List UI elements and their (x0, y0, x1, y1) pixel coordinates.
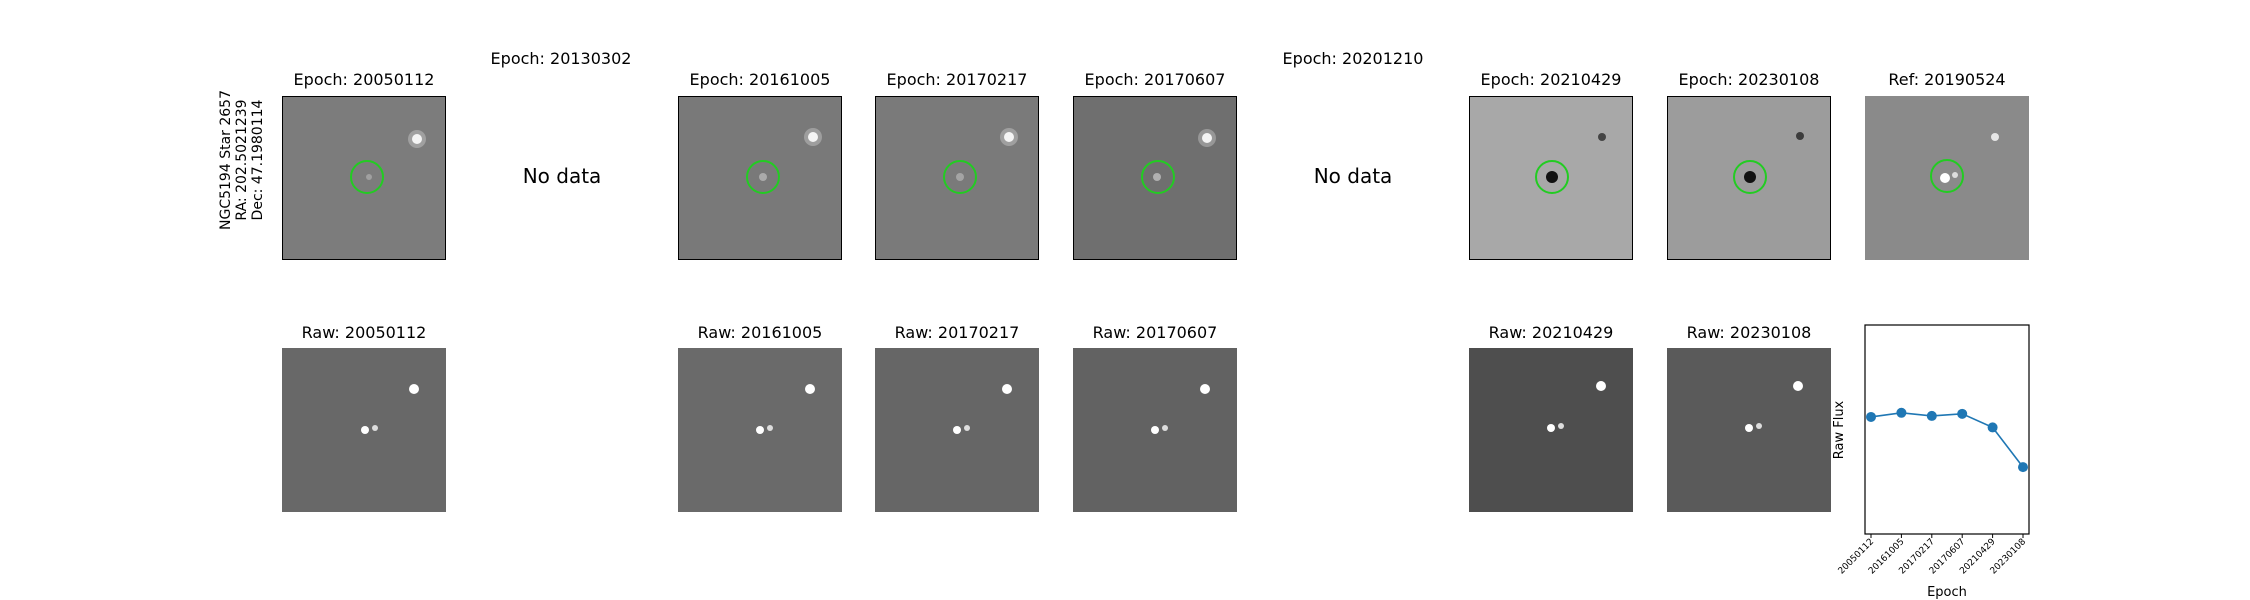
target-source (361, 426, 369, 434)
data-point (1866, 411, 1876, 422)
target-source (366, 174, 372, 180)
panel-title: Raw: 20161005 (697, 323, 823, 342)
image-background (283, 97, 445, 259)
y-axis-label: Raw Flux (1832, 400, 1847, 459)
no-data-text: No data (522, 164, 602, 188)
data-point (1896, 407, 1907, 418)
target-circle (1141, 160, 1175, 194)
raw-image-panel (1073, 348, 1237, 512)
raw-image-panel (1469, 348, 1633, 512)
reference-image-panel (1865, 96, 2029, 260)
neighbor-source (372, 425, 378, 431)
diff-image-panel (1667, 96, 1831, 260)
diff-image-panel (1469, 96, 1633, 260)
plot-frame (1864, 324, 2030, 535)
star-glow (804, 128, 822, 146)
target-circle (350, 160, 384, 194)
diff-image-panel (1073, 96, 1237, 260)
bright-star (1796, 132, 1804, 140)
target-source (953, 426, 961, 434)
bright-star (1004, 132, 1014, 142)
panel-title: Raw: 20170217 (894, 323, 1020, 342)
star-info-label: NGC5194 Star 2657 RA: 202.5021239 Dec: 4… (218, 65, 266, 255)
panel-title: Raw: 20210429 (1488, 323, 1614, 342)
series-line (1870, 411, 2024, 468)
raw-image-panel (282, 348, 446, 512)
star-name: NGC5194 Star 2657 (218, 90, 234, 230)
target-source (956, 173, 964, 181)
x-axis-label: Epoch (1927, 585, 1967, 600)
bright-star (1200, 384, 1210, 394)
target-source (1547, 424, 1555, 432)
target-circle (1930, 159, 1964, 193)
data-point (1987, 422, 1998, 433)
neighbor-source (1558, 423, 1564, 429)
panel-title: Epoch: 20161005 (689, 70, 831, 89)
target-circle (746, 160, 780, 194)
neighbor-source (1952, 172, 1958, 178)
panel-title: Epoch: 20050112 (293, 70, 435, 89)
target-source (1744, 171, 1756, 183)
panel-title: Epoch: 20210429 (1480, 70, 1622, 89)
bright-star (1598, 133, 1606, 141)
target-circle (1535, 160, 1569, 194)
panel-title: Epoch: 20170217 (886, 70, 1028, 89)
star-ra: RA: 202.5021239 (234, 99, 250, 221)
bright-star (1202, 133, 1212, 143)
raw-image-panel (1667, 348, 1831, 512)
star-glow (408, 130, 426, 148)
star-dec: Dec: 47.1980114 (250, 99, 266, 221)
data-point (1926, 410, 1937, 421)
neighbor-source (1756, 423, 1762, 429)
panel-title: Ref: 20190524 (1888, 70, 2006, 89)
neighbor-source (1162, 425, 1168, 431)
neighbor-source (964, 425, 970, 431)
bright-star (1793, 381, 1803, 391)
raw-image-panel (678, 348, 842, 512)
diff-image-panel (282, 96, 446, 260)
target-circle (943, 160, 977, 194)
neighbor-source (767, 425, 773, 431)
data-point (1957, 408, 1968, 419)
target-source (1546, 171, 1558, 183)
data-point (2018, 462, 2028, 473)
raw-image-panel (875, 348, 1039, 512)
bright-star (1991, 133, 1999, 141)
bright-star (1596, 381, 1606, 391)
target-circle (1733, 160, 1767, 194)
panel-title: Raw: 20050112 (301, 323, 427, 342)
panel-title: Epoch: 20201210 (1282, 49, 1424, 68)
raw-flux-chart: 2005011220161005201702172017060720210429… (1832, 324, 2030, 600)
panel-title: Epoch: 20130302 (490, 49, 632, 68)
bright-star (409, 384, 419, 394)
panel-title: Raw: 20170607 (1092, 323, 1218, 342)
target-source (1153, 173, 1161, 181)
target-source (1940, 173, 1950, 183)
panel-title: Epoch: 20230108 (1678, 70, 1820, 89)
bright-star (1002, 384, 1012, 394)
bright-star (805, 384, 815, 394)
panel-title: Raw: 20230108 (1686, 323, 1812, 342)
target-source (1745, 424, 1753, 432)
diff-image-panel (678, 96, 842, 260)
panel-title: Epoch: 20170607 (1084, 70, 1226, 89)
star-glow (1198, 129, 1216, 147)
target-source (1151, 426, 1159, 434)
bright-star (412, 134, 422, 144)
star-glow (1000, 128, 1018, 146)
diff-image-panel (875, 96, 1039, 260)
target-source (759, 173, 767, 181)
target-source (756, 426, 764, 434)
no-data-text: No data (1313, 164, 1393, 188)
bright-star (808, 132, 818, 142)
